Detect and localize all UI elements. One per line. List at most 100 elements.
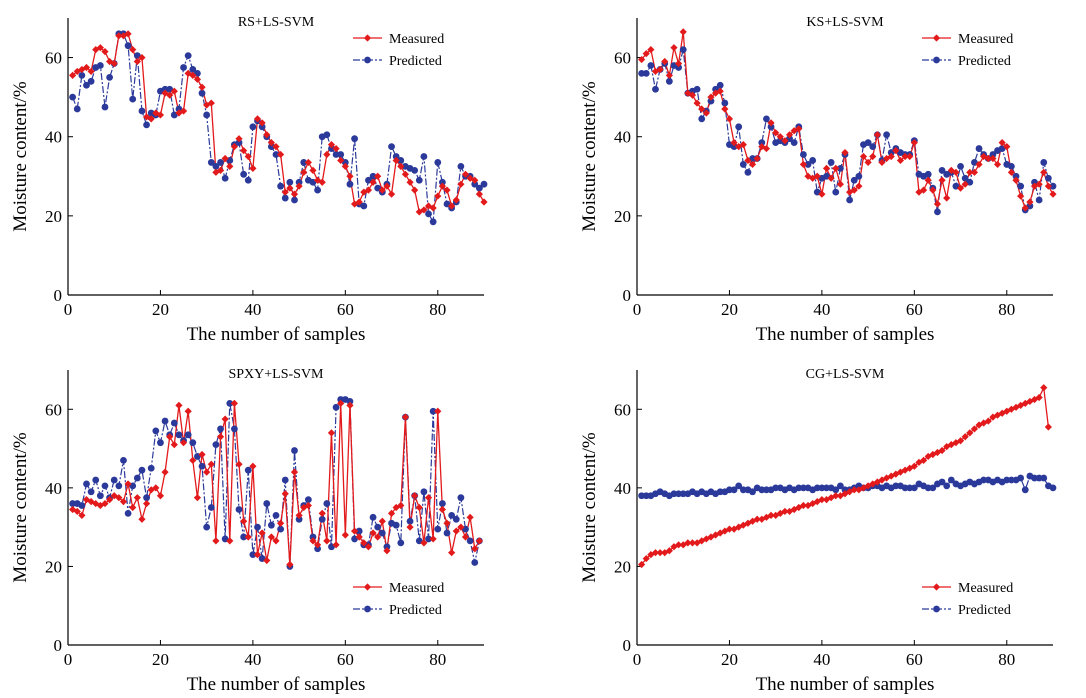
legend-marker-predicted <box>933 605 940 613</box>
data-point-predicted <box>804 161 812 168</box>
data-point-measured <box>1017 192 1025 200</box>
data-point-measured <box>443 186 451 194</box>
data-point-measured <box>966 168 974 176</box>
y-tick-label: 40 <box>45 128 62 147</box>
data-point-predicted <box>480 180 488 188</box>
data-point-predicted <box>272 511 280 519</box>
data-point-measured <box>318 509 326 517</box>
data-point-measured <box>401 170 410 178</box>
data-point-predicted <box>226 399 234 407</box>
data-point-measured <box>656 65 664 74</box>
data-point-measured <box>295 511 303 519</box>
data-point-measured <box>124 480 132 488</box>
data-point-predicted <box>83 480 90 488</box>
data-point-measured <box>369 529 377 537</box>
chart-panel: 0 20 40 60 80 0 20 40 60 SPXY+LS-SVM The number of… <box>10 367 484 695</box>
data-point-predicted <box>184 431 192 439</box>
data-point-measured <box>434 192 442 200</box>
x-tick-label: 80 <box>998 650 1015 669</box>
data-point-predicted <box>281 194 289 202</box>
data-point-measured <box>286 560 294 569</box>
data-point-measured <box>744 156 752 165</box>
data-point-predicted <box>1012 172 1020 180</box>
data-point-measured <box>78 511 86 519</box>
data-point-measured <box>915 458 923 466</box>
data-point-measured <box>864 482 872 490</box>
data-point-measured <box>355 198 363 206</box>
data-point-predicted <box>189 439 197 447</box>
data-point-measured <box>822 164 831 172</box>
data-point-measured <box>665 71 673 79</box>
data-point-measured <box>776 509 784 517</box>
data-point-measured <box>193 75 202 83</box>
x-tick-label: 20 <box>721 300 738 319</box>
data-point-measured <box>1012 403 1020 411</box>
data-point-measured <box>78 65 86 74</box>
data-point-measured <box>235 135 243 143</box>
data-point-measured <box>142 113 151 121</box>
data-point-measured <box>873 478 881 486</box>
data-point-predicted <box>314 545 321 553</box>
data-point-predicted <box>78 502 86 509</box>
data-point-measured <box>119 498 128 506</box>
data-point-measured <box>943 194 951 202</box>
data-point-measured <box>332 144 340 153</box>
data-point-measured <box>221 415 229 423</box>
data-point-predicted <box>1008 162 1015 170</box>
data-point-measured <box>253 551 262 559</box>
data-point-measured <box>647 551 655 559</box>
data-point-measured <box>314 176 322 184</box>
x-axis-title: The number of samples <box>187 324 366 345</box>
data-point-measured <box>156 492 165 500</box>
data-point-measured <box>896 468 905 476</box>
data-point-predicted <box>411 166 419 174</box>
data-point-predicted <box>647 62 655 69</box>
data-point-measured <box>364 186 373 194</box>
data-point-predicted <box>392 521 400 529</box>
data-point-measured <box>383 182 391 190</box>
data-point-measured <box>327 429 336 437</box>
data-point-measured <box>795 125 803 133</box>
x-tick-label: 80 <box>429 300 446 319</box>
data-point-measured <box>813 172 821 180</box>
y-tick-label: 0 <box>54 636 63 655</box>
data-point-measured <box>1044 423 1052 431</box>
data-point-predicted <box>244 466 252 474</box>
y-tick-label: 20 <box>45 207 62 226</box>
data-point-measured <box>684 89 692 97</box>
data-point-measured <box>258 529 266 537</box>
data-point-predicted <box>184 52 192 59</box>
data-point-predicted <box>120 456 127 464</box>
y-tick-label: 0 <box>623 636 632 655</box>
data-point-measured <box>207 99 215 107</box>
data-point-measured <box>883 154 891 163</box>
data-point-measured <box>961 433 969 441</box>
data-point-measured <box>947 441 955 449</box>
legend-marker-measured <box>363 583 372 591</box>
data-point-measured <box>651 549 660 557</box>
data-point-predicted <box>286 178 294 186</box>
data-point-measured <box>1012 176 1020 184</box>
legend-label-predicted: Predicted <box>389 54 442 69</box>
data-point-measured <box>869 152 877 161</box>
data-point-measured <box>281 188 289 196</box>
y-tick-label: 60 <box>45 400 62 419</box>
legend-label-measured: Measured <box>958 32 1013 47</box>
data-point-measured <box>758 515 766 523</box>
legend-marker-predicted <box>933 56 940 64</box>
data-point-measured <box>286 184 294 192</box>
data-point-measured <box>1035 180 1043 188</box>
data-point-measured <box>956 437 965 445</box>
data-point-measured <box>87 67 95 76</box>
data-point-measured <box>230 143 238 151</box>
legend-marker-measured <box>932 583 941 591</box>
data-point-predicted <box>318 515 326 523</box>
data-point-measured <box>818 190 826 198</box>
data-point-measured <box>975 160 983 169</box>
data-point-measured <box>748 517 757 525</box>
data-point-predicted <box>212 162 220 170</box>
data-point-predicted <box>466 537 474 545</box>
data-point-measured <box>166 433 174 441</box>
data-point-measured <box>809 499 817 508</box>
data-point-measured <box>638 560 646 569</box>
